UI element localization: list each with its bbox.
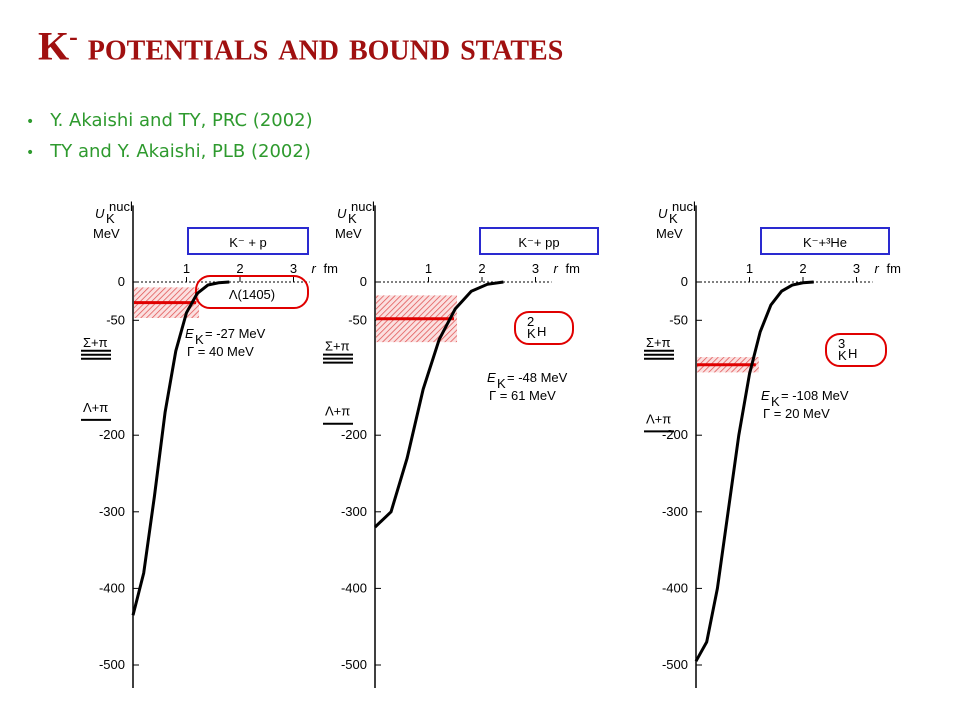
title-k: K <box>38 23 70 69</box>
y-tick-label: -50 <box>348 312 367 327</box>
x-label: r <box>554 261 559 276</box>
y-tick-label: -400 <box>341 580 367 595</box>
x-tick-label: 3 <box>290 261 297 276</box>
state-sup: 2 <box>527 314 534 329</box>
state-ring <box>514 311 574 345</box>
x-tick-label: 1 <box>746 261 753 276</box>
y-tick-label: 0 <box>360 274 367 289</box>
y-unit: MeV <box>335 226 362 241</box>
potential-curve <box>373 280 504 529</box>
y-tick-label: -50 <box>669 312 688 327</box>
state-ring <box>195 275 309 309</box>
y-label-sup: nucl <box>672 199 696 214</box>
title-rest: potentials and bound states <box>87 23 564 69</box>
potential-curve <box>694 280 814 662</box>
y-tick-label: -400 <box>662 580 688 595</box>
x-tick-label: 3 <box>853 261 860 276</box>
state-name: Λ(1405) <box>229 287 275 302</box>
gamma-label: Γ = 61 MeV <box>489 388 556 403</box>
energy-sub: K <box>195 332 204 347</box>
x-label: r <box>875 261 880 276</box>
x-unit: fm <box>324 261 338 276</box>
y-tick-label: -300 <box>99 504 125 519</box>
energy-label: = -108 MeV <box>781 388 849 403</box>
threshold-label: Λ+π <box>83 400 108 415</box>
y-tick-label: -200 <box>341 427 367 442</box>
threshold-label: Λ+π <box>325 404 350 419</box>
reference: Y. Akaishi and TY, PRC (2002) <box>46 110 312 131</box>
y-tick-label: 0 <box>118 274 125 289</box>
y-unit: MeV <box>93 226 120 241</box>
x-unit: fm <box>566 261 580 276</box>
system-box <box>187 227 309 255</box>
system-label: K⁻ + p <box>229 235 267 250</box>
state-sub: K <box>527 326 536 341</box>
state-sup: 3 <box>838 336 845 351</box>
y-tick-label: -500 <box>662 657 688 672</box>
state-name: H <box>848 346 857 361</box>
y-tick-label: -400 <box>99 580 125 595</box>
y-label-sub: K <box>106 211 115 226</box>
y-label-sub: K <box>669 211 678 226</box>
x-tick-label: 2 <box>799 261 806 276</box>
gamma-label: Γ = 20 MeV <box>763 406 830 421</box>
state-ring <box>825 333 887 367</box>
gamma-label: Γ = 40 MeV <box>187 344 254 359</box>
x-tick-label: 2 <box>478 261 485 276</box>
y-label: U <box>658 206 668 221</box>
x-tick-label: 2 <box>236 261 243 276</box>
y-label-sup: nucl <box>109 199 133 214</box>
potential-curve <box>131 280 230 616</box>
title-sup: - <box>69 22 78 51</box>
references: Y. Akaishi and TY, PRC (2002) TY and Y. … <box>20 110 313 172</box>
state-name: H <box>537 324 546 339</box>
energy-label: = -27 MeV <box>205 326 266 341</box>
threshold-label: Σ+π <box>325 339 350 354</box>
y-label-sub: K <box>348 211 357 226</box>
y-tick-label: -300 <box>341 504 367 519</box>
energy-sub: K <box>497 376 506 391</box>
x-tick-label: 1 <box>183 261 190 276</box>
state-sub: K <box>838 348 847 363</box>
x-label: r <box>312 261 317 276</box>
energy-sub: K <box>771 394 780 409</box>
y-label-sup: nucl <box>351 199 375 214</box>
y-label: U <box>95 206 105 221</box>
y-tick-label: -500 <box>341 657 367 672</box>
y-tick-label: -50 <box>106 312 125 327</box>
reference: TY and Y. Akaishi, PLB (2002) <box>46 141 313 162</box>
energy-label: = -48 MeV <box>507 370 568 385</box>
system-label: K⁻+³He <box>803 235 847 250</box>
threshold-label: Λ+π <box>646 411 671 426</box>
x-tick-label: 1 <box>425 261 432 276</box>
threshold-label: Σ+π <box>646 335 671 350</box>
energy-symbol: E <box>487 370 496 385</box>
y-tick-label: -200 <box>662 427 688 442</box>
system-label: K⁻+ pp <box>518 235 559 250</box>
x-unit: fm <box>887 261 901 276</box>
y-tick-label: -200 <box>99 427 125 442</box>
system-box <box>760 227 890 255</box>
threshold-label: Σ+π <box>83 335 108 350</box>
y-tick-label: -500 <box>99 657 125 672</box>
y-unit: MeV <box>656 226 683 241</box>
energy-symbol: E <box>185 326 194 341</box>
system-box <box>479 227 599 255</box>
slide-title: K- potentials and bound states <box>38 22 563 69</box>
y-tick-label: 0 <box>681 274 688 289</box>
y-label: U <box>337 206 347 221</box>
energy-symbol: E <box>761 388 770 403</box>
y-tick-label: -300 <box>662 504 688 519</box>
x-tick-label: 3 <box>532 261 539 276</box>
